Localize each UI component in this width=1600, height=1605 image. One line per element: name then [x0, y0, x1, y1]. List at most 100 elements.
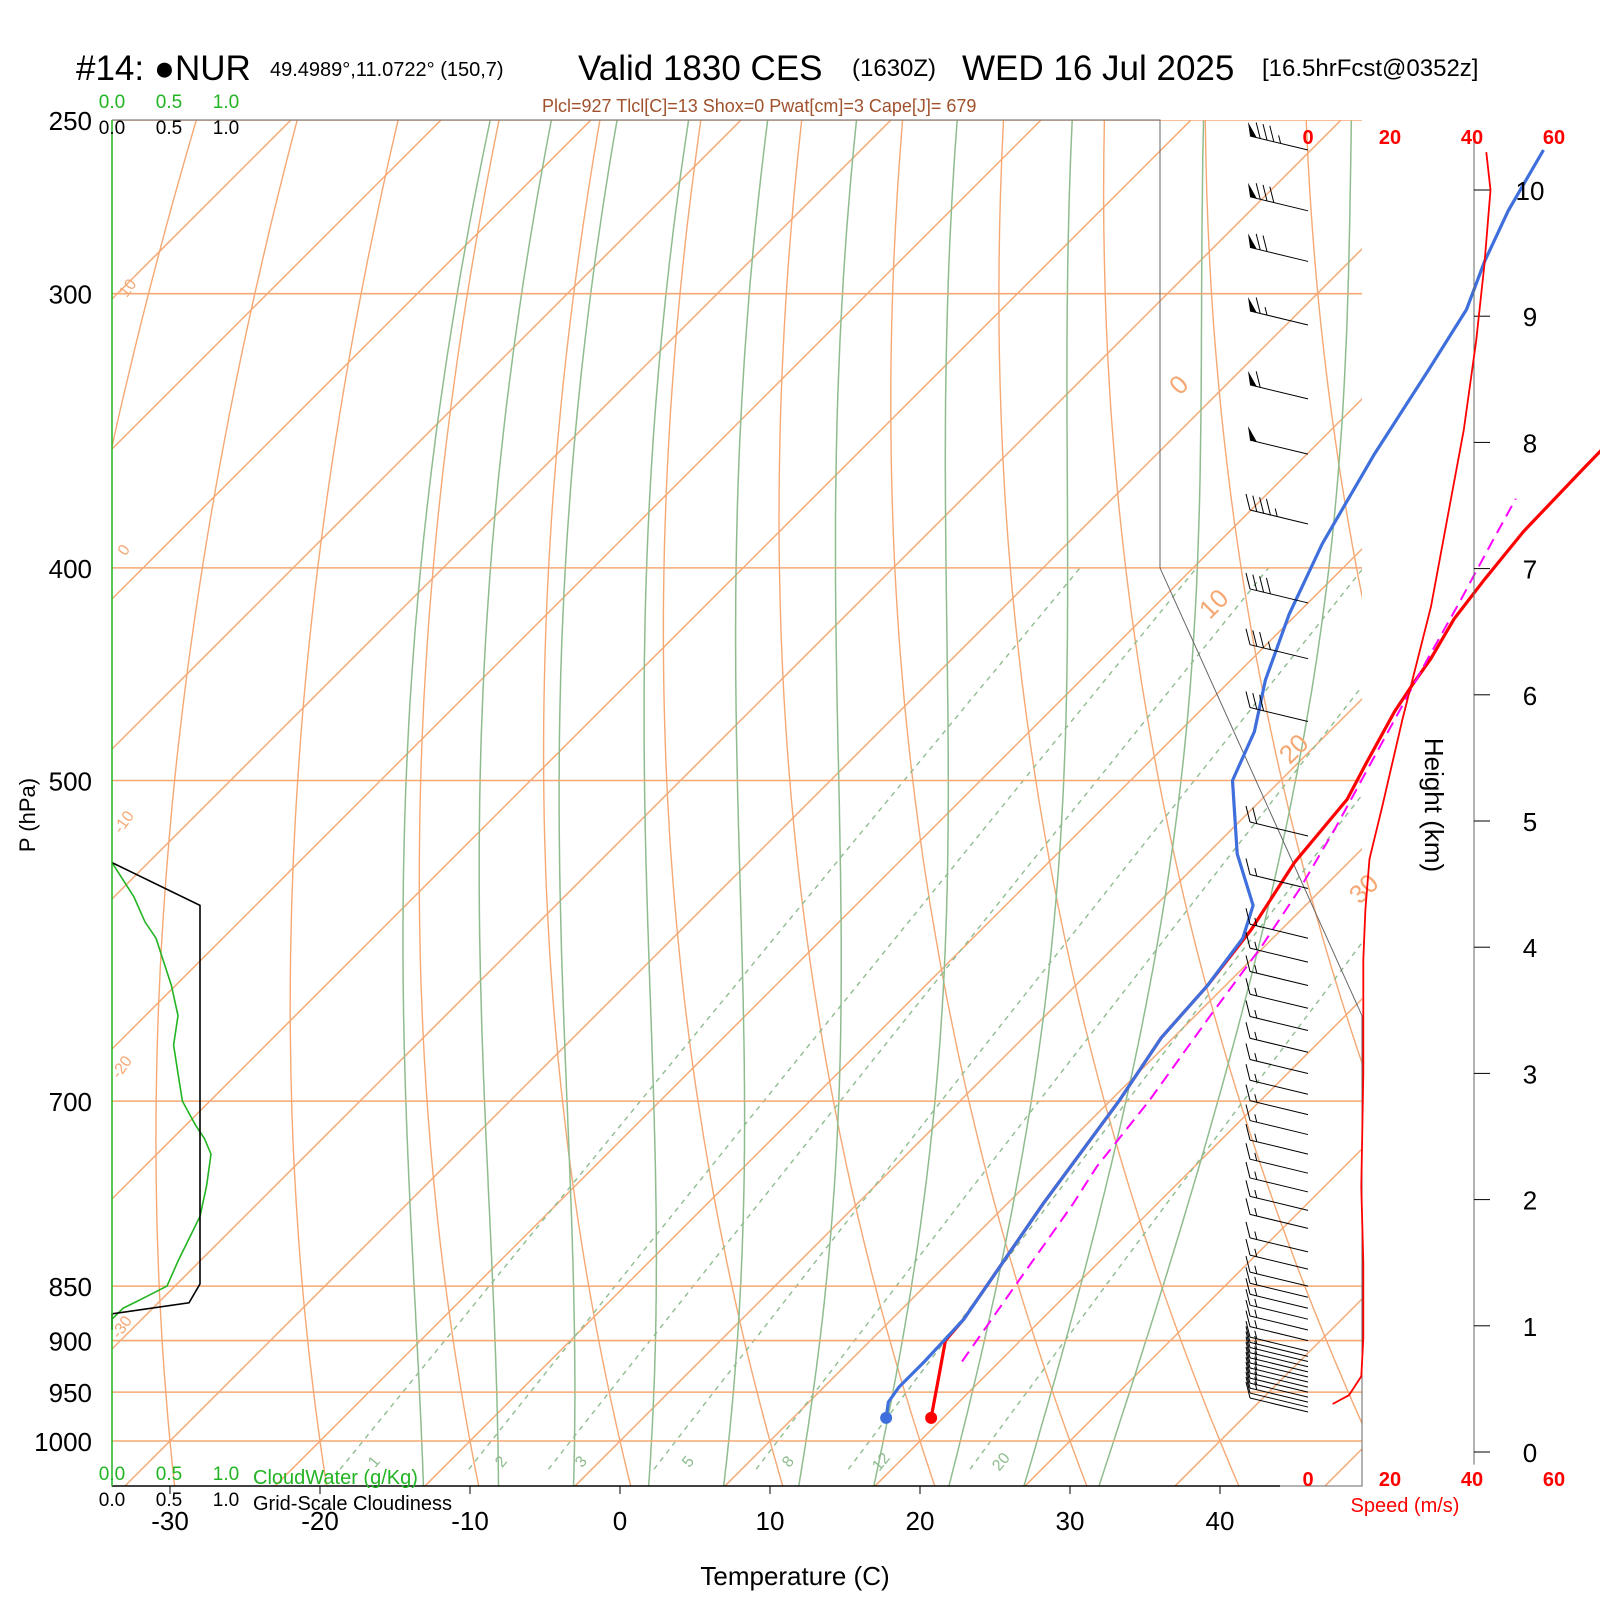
wind-barb-flag	[1253, 808, 1257, 824]
pressure-tick-label: 850	[49, 1272, 92, 1302]
wind-barb	[1246, 1300, 1308, 1330]
x-axis-label: Temperature (C)	[700, 1561, 889, 1591]
wind-barb-flag	[1246, 1085, 1250, 1101]
moist-adiabat-line	[949, 120, 1073, 1488]
sounding-indices: Plcl=927 Tlcl[C]=13 Shox=0 Pwat[cm]=3 Ca…	[542, 96, 976, 116]
cloud-tick-label: 1.0	[213, 118, 239, 139]
x-tick-label: 20	[906, 1506, 935, 1536]
wind-barb-half-flag	[1255, 868, 1257, 876]
wind-barb-staff	[1250, 197, 1308, 211]
speed-tick-label-top: 60	[1543, 127, 1565, 149]
wind-barb-flag	[1256, 122, 1260, 138]
series-dewpoint-surface-point	[880, 1412, 892, 1424]
isotherm-line	[274, 120, 1600, 1488]
cloud-tick-label: 0.0	[99, 1464, 125, 1485]
wind-barb-half-flag	[1255, 1114, 1257, 1122]
dry-adiabat-line	[419, 120, 499, 1488]
mixing-ratio-label: 2	[492, 1453, 511, 1471]
height-tick-label: 0	[1523, 1438, 1537, 1468]
mixing-ratio-label: 20	[989, 1450, 1014, 1475]
height-axis-label: Height (km)	[1419, 738, 1449, 872]
wind-barb-flag	[1246, 1180, 1250, 1196]
wind-barb-half-flag	[1255, 965, 1257, 973]
wind-barb-staff	[1250, 1121, 1308, 1135]
wind-barb-half-flag	[1255, 1310, 1257, 1318]
isotherm-label: -10	[111, 808, 138, 837]
speed-tick-label-bottom: 0	[1302, 1469, 1313, 1491]
pressure-tick-label: 400	[49, 554, 92, 584]
wind-barb-flag	[1246, 1198, 1250, 1214]
wind-barb-half-flag	[1279, 135, 1281, 143]
series-parcel-line	[962, 499, 1516, 1362]
wind-barb	[1246, 1064, 1308, 1094]
wind-barb-staff	[1250, 1294, 1308, 1308]
wind-barb	[1246, 1239, 1308, 1269]
wind-barb	[1246, 1044, 1308, 1074]
wind-barb	[1246, 494, 1308, 524]
cloud-water-line	[112, 863, 211, 1320]
wind-barb-half-flag	[1255, 1288, 1257, 1296]
plot-frame	[112, 120, 1362, 1486]
mixing-ratio-line	[756, 568, 1455, 1469]
wind-barb-half-flag	[1255, 1320, 1257, 1328]
isotherm-line	[124, 120, 1492, 1488]
x-tick-label: -30	[151, 1506, 189, 1536]
wind-barb-flag	[1256, 371, 1260, 387]
wind-barb-flag	[1246, 1222, 1250, 1238]
cloud-tick-label: 1.0	[213, 1490, 239, 1511]
wind-barb-staff	[1250, 924, 1308, 938]
wind-barb-flag	[1246, 692, 1250, 708]
wind-barb-flag	[1256, 234, 1260, 250]
speed-axis-label: Speed (m/s)	[1351, 1495, 1460, 1517]
x-tick-label: -10	[451, 1506, 489, 1536]
wind-barb	[1246, 1289, 1308, 1319]
mixing-ratio-label: 5	[679, 1453, 698, 1471]
wind-barb-half-flag	[1255, 1134, 1257, 1142]
isotherm-line	[0, 120, 741, 1488]
speed-tick-label-top: 40	[1461, 127, 1483, 149]
station-title: #14: ●NUR	[76, 49, 251, 88]
dry-adiabat-line	[156, 120, 297, 1488]
height-tick-label: 4	[1523, 933, 1537, 963]
dry-adiabat-line	[290, 120, 398, 1488]
moist-adiabat-line	[1024, 120, 1204, 1488]
isotherm-label: 0	[1163, 369, 1194, 400]
wind-barb	[1246, 1278, 1308, 1308]
wind-barb-staff	[1250, 385, 1308, 399]
isotherm-label: 0	[115, 542, 134, 559]
pressure-tick-label: 950	[49, 1378, 92, 1408]
wind-barb-staff	[1250, 1272, 1308, 1286]
wind-barb-half-flag	[1255, 1266, 1257, 1274]
speed-tick-label-bottom: 20	[1379, 1469, 1401, 1491]
mixing-ratio-line	[970, 568, 1600, 1469]
wind-barb	[1246, 1162, 1308, 1192]
wind-barb-staff	[1250, 1305, 1308, 1319]
wind-barb-staff	[1250, 1038, 1308, 1052]
wind-barb-staff	[1250, 1316, 1308, 1330]
wind-barb-pennant	[1248, 426, 1257, 442]
wind-barb-half-flag	[1255, 1232, 1257, 1240]
dry-adiabat-line	[663, 120, 783, 1488]
zulu-time: (1630Z)	[852, 55, 936, 82]
wind-barb-half-flag	[1255, 1032, 1257, 1040]
pressure-tick-label: 1000	[34, 1427, 92, 1457]
cloud-tick-label: 1.0	[213, 92, 239, 113]
wind-barb-flag	[1246, 1143, 1250, 1159]
cloud-tick-label: 0.5	[156, 92, 182, 113]
speed-tick-label-bottom: 60	[1543, 1469, 1565, 1491]
wind-barb-pennant	[1248, 183, 1257, 199]
wind-barb-flag	[1246, 1001, 1250, 1017]
wind-barb-pennant	[1248, 122, 1257, 138]
forecast-info: [16.5hrFcst@0352z]	[1262, 55, 1478, 82]
wind-barb-staff	[1250, 1255, 1308, 1269]
isotherm-label: 20	[1273, 728, 1315, 770]
cloud-tick-label: 0.0	[99, 1490, 125, 1511]
wind-barb-staff	[1250, 1196, 1308, 1210]
wind-barb-half-flag	[1255, 1208, 1257, 1216]
wind-barb	[1246, 573, 1308, 603]
wind-barb-flag	[1246, 858, 1250, 874]
